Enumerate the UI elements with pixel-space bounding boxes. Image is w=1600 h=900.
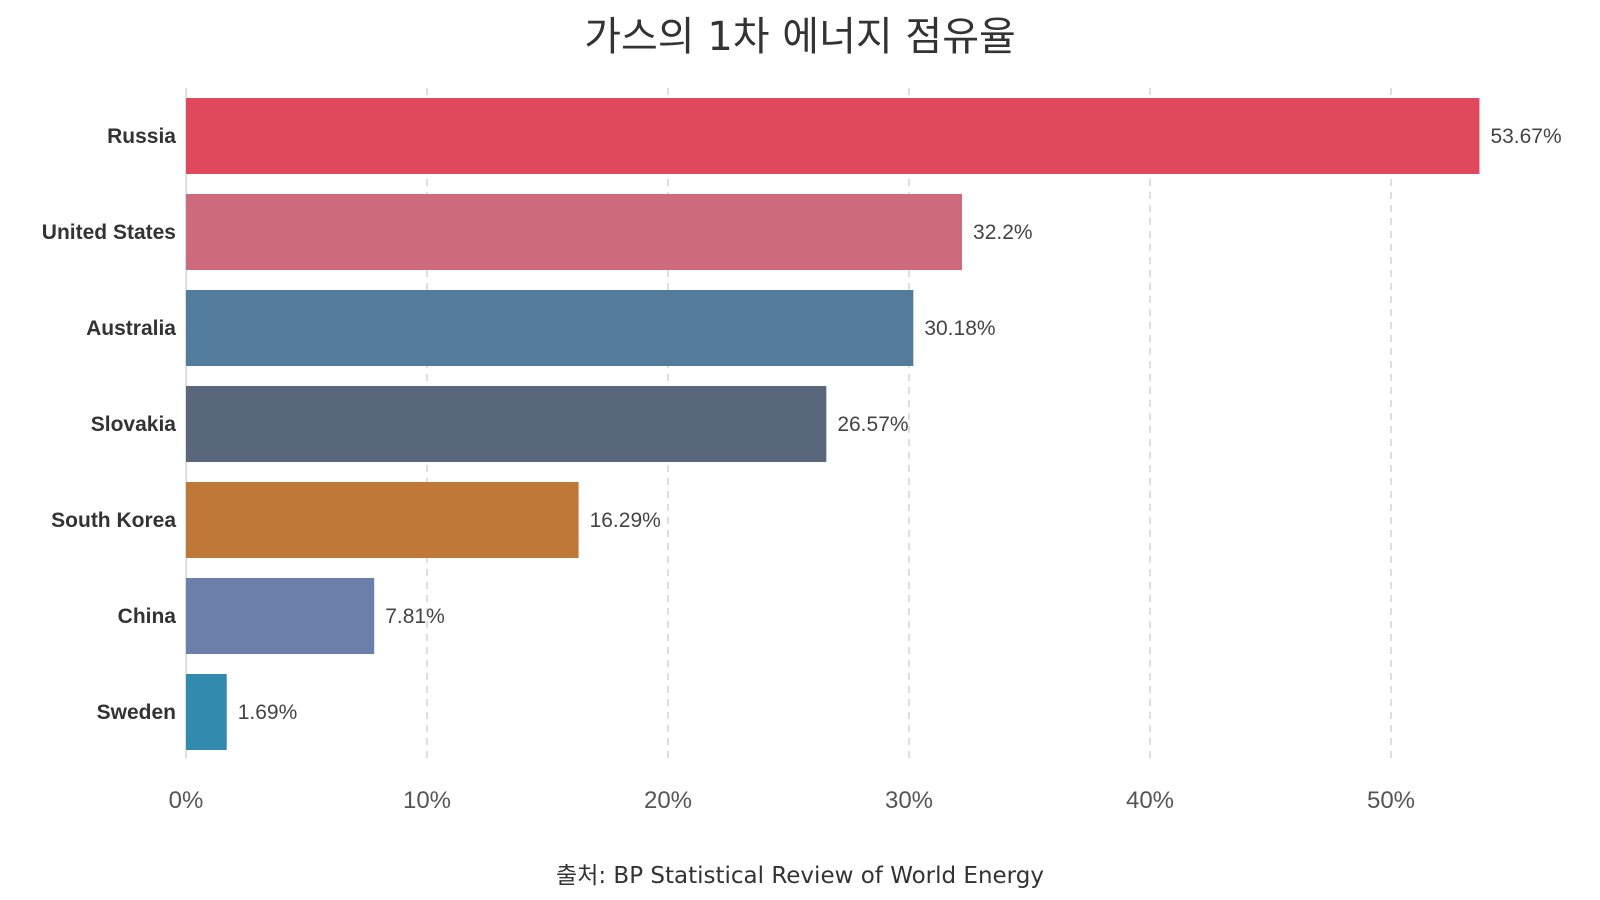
value-label: 1.69% <box>238 701 298 724</box>
chart-source-note: 출처: BP Statistical Review of World Energ… <box>556 863 1044 889</box>
bar-australia <box>186 290 914 366</box>
x-tick-label: 0% <box>169 787 204 814</box>
x-tick-label: 10% <box>403 787 451 814</box>
bar-sweden <box>186 674 227 750</box>
category-label: Slovakia <box>91 413 177 436</box>
bar-slovakia <box>186 386 827 462</box>
category-label: South Korea <box>51 509 176 532</box>
category-label: United States <box>42 221 176 244</box>
value-label: 16.29% <box>590 509 661 532</box>
x-tick-label: 20% <box>644 787 692 814</box>
x-tick-label: 40% <box>1126 787 1174 814</box>
category-label: China <box>118 605 177 628</box>
chart-title: 가스의 1차 에너지 점유율 <box>584 14 1016 60</box>
x-tick-label: 50% <box>1367 787 1415 814</box>
bar-united-states <box>186 194 963 270</box>
bar-south-korea <box>186 482 579 558</box>
value-label: 53.67% <box>1490 125 1561 148</box>
bar-russia <box>186 98 1480 174</box>
value-label: 7.81% <box>385 605 445 628</box>
category-label: Australia <box>86 317 176 340</box>
category-label: Russia <box>107 125 176 148</box>
bars <box>186 98 1480 750</box>
labels: 0% 10% 20% 30% 40% 50% Russia 53.67% United Stat… <box>42 125 1562 814</box>
value-label: 30.18% <box>924 317 995 340</box>
value-label: 32.2% <box>973 221 1033 244</box>
bar-china <box>186 578 375 654</box>
x-tick-label: 30% <box>885 787 933 814</box>
value-label: 26.57% <box>837 413 908 436</box>
category-label: Sweden <box>97 701 176 724</box>
